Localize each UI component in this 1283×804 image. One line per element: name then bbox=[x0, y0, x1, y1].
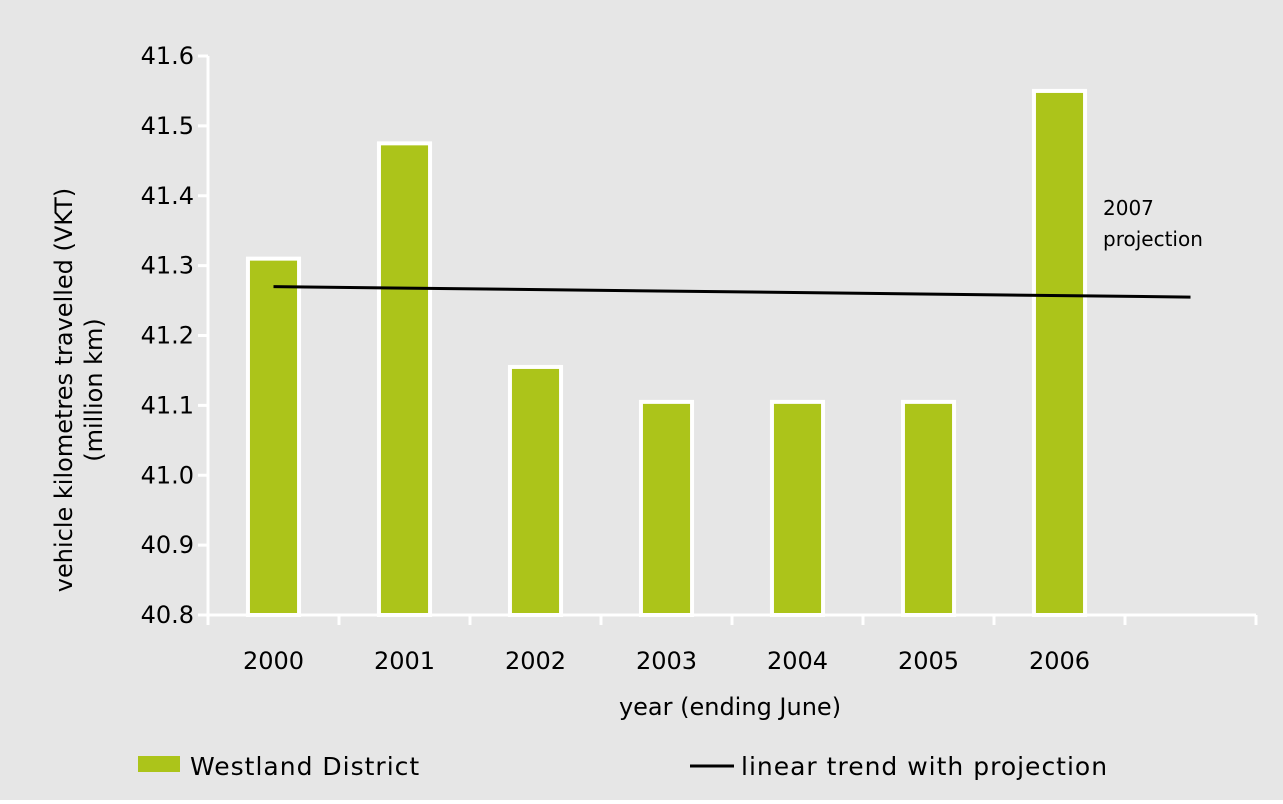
bar-2002 bbox=[507, 364, 564, 617]
legend-swatch-bar bbox=[138, 756, 180, 772]
bar-2006 bbox=[1031, 88, 1088, 617]
x-tick-label: 2000 bbox=[243, 647, 304, 675]
y-tick-label: 41.1 bbox=[141, 391, 194, 419]
trend-layer bbox=[273, 285, 1191, 299]
x-tick-label: 2005 bbox=[898, 647, 959, 675]
x-tick-label: 2001 bbox=[374, 647, 435, 675]
x-tick-label: 2002 bbox=[505, 647, 566, 675]
legend-label-bar: Westland District bbox=[190, 752, 420, 781]
y-tick-label: 41.0 bbox=[141, 461, 194, 489]
legend: Westland District linear trend with proj… bbox=[138, 752, 1108, 781]
y-tick-label: 41.3 bbox=[141, 252, 194, 280]
trend-line bbox=[273, 285, 1191, 299]
bars bbox=[245, 88, 1088, 617]
annotation-line-1: 2007 bbox=[1103, 196, 1154, 220]
y-tick-label: 41.4 bbox=[141, 182, 194, 210]
y-tick-label: 41.5 bbox=[141, 112, 194, 140]
y-tick-label: 41.6 bbox=[141, 42, 194, 70]
labels: vehicle kilometres travelled (VKT) (mill… bbox=[50, 188, 1203, 721]
y-tick-label: 40.8 bbox=[141, 601, 194, 629]
x-tick-label: 2004 bbox=[767, 647, 828, 675]
x-tick-label: 2003 bbox=[636, 647, 697, 675]
y-tick-label: 41.2 bbox=[141, 322, 194, 350]
bar-2000 bbox=[245, 256, 302, 617]
bar-2001 bbox=[376, 141, 433, 617]
annotation-line-2: projection bbox=[1103, 227, 1203, 251]
bar-2005 bbox=[900, 399, 957, 617]
bar-2004 bbox=[769, 399, 826, 617]
y-axis-label-line-2: (million km) bbox=[80, 318, 108, 462]
legend-label-line: linear trend with projection bbox=[741, 752, 1108, 781]
x-tick-label: 2006 bbox=[1029, 647, 1090, 675]
bar-2003 bbox=[638, 399, 695, 617]
x-axis-label: year (ending June) bbox=[619, 693, 841, 721]
y-axis-label-line-1: vehicle kilometres travelled (VKT) bbox=[50, 188, 78, 592]
axes: 40.8 40.9 41.0 41.1 41.2 41.3 41.4 41.5 41.6 2000… bbox=[141, 42, 1258, 675]
y-tick-label: 40.9 bbox=[141, 531, 194, 559]
